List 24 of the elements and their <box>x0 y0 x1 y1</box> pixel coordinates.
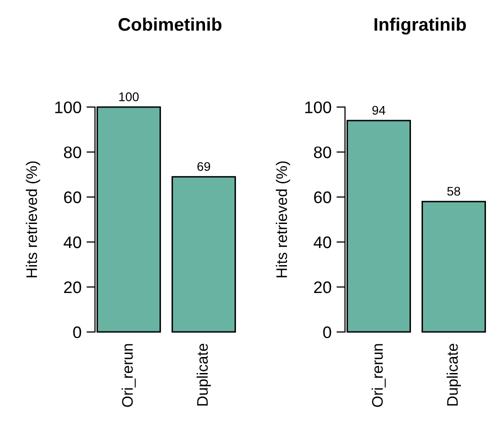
y-tick-label: 20 <box>64 281 82 294</box>
y-tick-label: 60 <box>314 191 332 204</box>
y-tick-label: 80 <box>64 146 82 158</box>
y-tick-label: 0 <box>323 326 332 338</box>
y-tick-label: 80 <box>314 146 332 158</box>
x-tick-label: Duplicate <box>446 344 461 406</box>
data-label: 94 <box>372 106 386 115</box>
y-tick-label: 100 <box>305 101 332 114</box>
data-label: 69 <box>197 162 210 171</box>
data-label: 58 <box>447 186 460 196</box>
y-tick-label: 40 <box>314 236 332 248</box>
y-tick-label: 20 <box>314 281 332 294</box>
x-tick-label: Ori_rerun <box>372 344 386 407</box>
data-label: 100 <box>119 92 139 102</box>
y-tick-label: 60 <box>64 191 82 204</box>
x-tick-label: Ori_rerun <box>122 344 136 407</box>
y-tick-label: 100 <box>55 101 82 114</box>
y-axis-title: Hits retrieved (%) <box>276 161 290 278</box>
y-axis-title: Hits retrieved (%) <box>26 161 40 278</box>
chart-title: Infigratinib <box>374 18 466 34</box>
chart-title: Cobimetinib <box>118 18 222 31</box>
y-tick-label: 0 <box>73 326 82 338</box>
y-tick-label: 40 <box>64 236 82 248</box>
x-tick-label: Duplicate <box>196 344 211 406</box>
